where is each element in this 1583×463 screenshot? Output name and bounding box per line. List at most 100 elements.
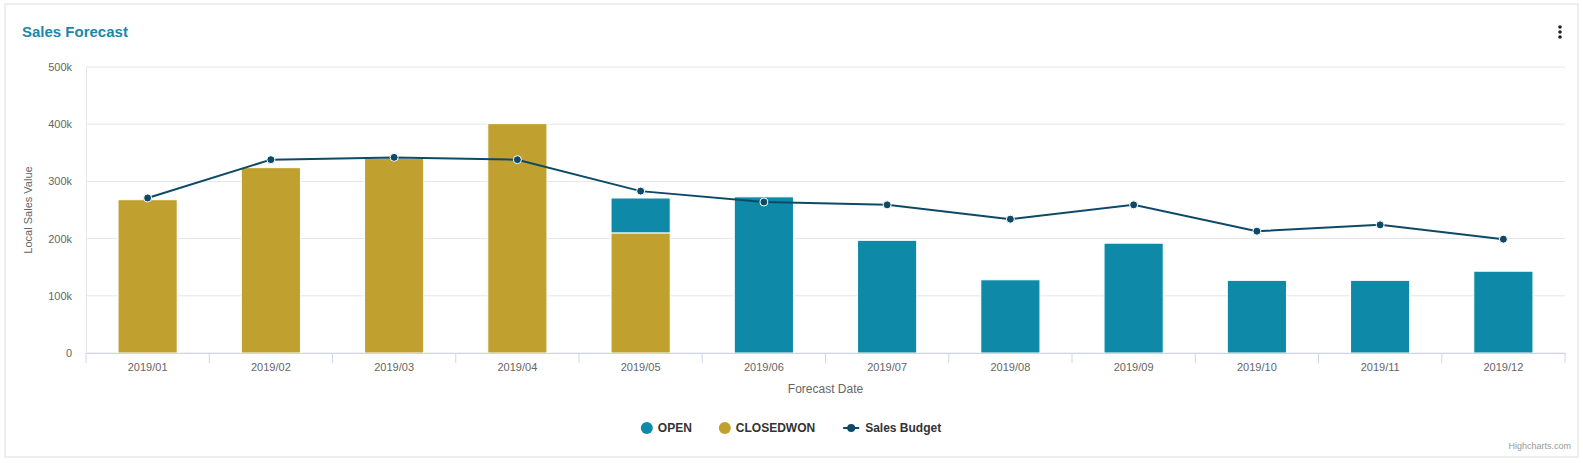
title: Sales Forecast [22, 23, 128, 40]
bar[interactable] [488, 123, 547, 124]
x-tick-label: 2019/04 [497, 361, 537, 373]
x-tick-label: 2019/03 [374, 361, 414, 373]
grid-line [86, 67, 1565, 68]
bar[interactable] [1351, 280, 1410, 353]
x-boundary-tick [825, 353, 826, 363]
line-marker[interactable] [1376, 221, 1384, 229]
y-tick-label: 100k [48, 290, 72, 302]
y-tick-label: 200k [48, 233, 72, 245]
y-axis: 0 100k 200k 300k 400k 500k [48, 61, 86, 359]
x-tick-label: 2019/10 [1237, 361, 1277, 373]
line-marker[interactable] [760, 198, 768, 206]
menu-dot[interactable] [1558, 25, 1562, 29]
bar[interactable] [241, 167, 300, 168]
grid-line [86, 295, 1565, 296]
grid-line [86, 238, 1565, 239]
legend-symbol[interactable] [641, 422, 653, 434]
line-marker[interactable] [1499, 235, 1507, 243]
x-tick: 2019/02 [251, 353, 291, 373]
y-tick: 400k [48, 118, 86, 130]
y-axis-line [86, 68, 87, 354]
line-marker[interactable] [144, 194, 152, 202]
bar[interactable] [1104, 243, 1163, 353]
x-tick-label: 2019/11 [1361, 361, 1400, 373]
legend-symbol[interactable] [719, 422, 731, 434]
bar-series [611, 197, 1533, 353]
legend-label[interactable]: CLOSEDWON [736, 421, 815, 435]
grid-line [86, 124, 1565, 125]
x-tick: 2019/11 [1361, 353, 1400, 373]
x-tick: 2019/05 [621, 353, 661, 373]
x-boundary-tick [86, 353, 87, 363]
x-tick: 2019/08 [990, 353, 1030, 373]
line-marker[interactable] [267, 156, 275, 164]
plot-area [118, 124, 1533, 353]
y-tick: 300k [48, 175, 86, 187]
x-tick: 2019/01 [128, 353, 168, 373]
x-tick-label: 2019/12 [1483, 361, 1523, 373]
menu-button[interactable] [1558, 25, 1562, 39]
x-tick: 2019/09 [1114, 353, 1154, 373]
bar[interactable] [734, 197, 793, 353]
x-tick: 2019/07 [867, 353, 907, 373]
x-tick-label: 2019/09 [1114, 361, 1154, 373]
credits[interactable]: Highcharts.com [1508, 441, 1571, 451]
legend-item[interactable]: CLOSEDWON [719, 421, 815, 435]
y-tick: 0 [66, 347, 86, 359]
x-axis-title: Forecast Date [788, 382, 864, 396]
legend-label[interactable]: Sales Budget [865, 421, 941, 435]
x-boundary-tick [702, 353, 703, 363]
y-tick: 500k [48, 61, 86, 73]
x-boundary-ticks [86, 353, 1565, 363]
x-boundary-tick [209, 353, 210, 363]
y-axis-title: Local Sales Value [22, 166, 34, 253]
grid [86, 67, 1565, 353]
x-tick: 2019/06 [744, 353, 784, 373]
x-boundary-tick [332, 353, 333, 363]
bar[interactable] [488, 124, 547, 353]
x-boundary-tick [455, 353, 456, 363]
menu-dot[interactable] [1558, 35, 1562, 39]
legend-label[interactable]: OPEN [658, 421, 692, 435]
y-tick: 200k [48, 233, 86, 245]
line-marker[interactable] [390, 153, 398, 161]
x-boundary-tick [1565, 353, 1566, 363]
line-marker[interactable] [1006, 215, 1014, 223]
bar[interactable] [365, 159, 424, 353]
x-tick-label: 2019/07 [867, 361, 907, 373]
bar[interactable] [858, 240, 917, 353]
line-marker[interactable] [1130, 201, 1138, 209]
line-marker[interactable] [883, 201, 891, 209]
menu-dot[interactable] [1558, 30, 1562, 34]
line-marker[interactable] [513, 156, 521, 164]
x-tick-label: 2019/01 [128, 361, 168, 373]
x-tick-label: 2019/08 [990, 361, 1030, 373]
legend-item[interactable]: Sales Budget [843, 421, 941, 435]
legend-item[interactable]: OPEN [641, 421, 692, 435]
card [5, 4, 1578, 457]
x-boundary-tick [1195, 353, 1196, 363]
legend-symbol[interactable] [847, 424, 855, 432]
line [148, 157, 1504, 239]
legend: OPEN CLOSEDWON Sales Budget [641, 421, 941, 435]
y-tick-label: 0 [66, 347, 72, 359]
line-marker[interactable] [637, 187, 645, 195]
x-tick: 2019/10 [1237, 353, 1277, 373]
bar[interactable] [981, 280, 1040, 353]
y-tick: 100k [48, 290, 86, 302]
bar[interactable] [611, 198, 670, 233]
x-tick-label: 2019/06 [744, 361, 784, 373]
y-tick-label: 500k [48, 61, 72, 73]
x-boundary-tick [948, 353, 949, 363]
grid-line [86, 181, 1565, 182]
x-tick-label: 2019/02 [251, 361, 291, 373]
x-boundary-tick [579, 353, 580, 363]
bar[interactable] [118, 200, 177, 353]
bar[interactable] [611, 233, 670, 353]
line-marker[interactable] [1253, 227, 1261, 235]
x-axis: 2019/01 2019/02 2019/03 2019/04 2019/05 2019/… [87, 353, 1566, 373]
bar[interactable] [1474, 271, 1533, 353]
x-tick: 2019/03 [374, 353, 414, 373]
bar[interactable] [241, 168, 300, 353]
bar[interactable] [1227, 280, 1286, 353]
